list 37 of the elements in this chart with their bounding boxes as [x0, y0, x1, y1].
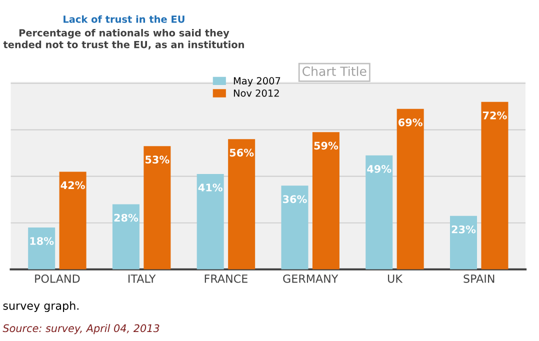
- legend-label: May 2007: [234, 77, 280, 86]
- x-tick-label: SPAIN: [464, 274, 494, 283]
- bar: [396, 108, 424, 270]
- bar: [281, 186, 308, 270]
- source-note: Source: survey, April 04, 2013: [2, 324, 160, 334]
- x-tick-label: GERMANY: [283, 274, 338, 283]
- x-tick-label: ITALY: [128, 274, 156, 283]
- data-label: 53%: [146, 156, 170, 164]
- data-label: 28%: [114, 214, 138, 222]
- bar: [481, 102, 508, 270]
- text: Chart Title: [302, 66, 366, 76]
- bar: [366, 155, 393, 270]
- legend-label: Nov 2012: [234, 89, 279, 97]
- bar: [228, 139, 256, 270]
- x-tick-label: UK: [388, 274, 403, 283]
- data-label: 56%: [230, 148, 254, 157]
- bar: [450, 216, 478, 270]
- data-label: 42%: [60, 181, 85, 190]
- bar: [196, 174, 224, 270]
- data-label: 41%: [198, 184, 222, 192]
- data-label: 23%: [452, 225, 476, 234]
- data-label: 18%: [30, 237, 54, 245]
- data-label: 72%: [482, 111, 507, 120]
- bar: [28, 228, 56, 270]
- chart-subtitle: Percentage of nationals who said they tended not to trust the EU, as an institution: [3, 28, 244, 50]
- bar: [112, 204, 140, 270]
- x-tick-label: FRANCE: [204, 274, 248, 283]
- data-label: 36%: [282, 195, 307, 204]
- bar: [144, 146, 171, 270]
- data-label: 69%: [398, 118, 422, 126]
- data-label: 49%: [367, 164, 392, 173]
- text: survey graph.: [3, 301, 78, 312]
- chart-title: Lack of trust in the EU: [64, 15, 184, 23]
- x-tick-label: POLAND: [35, 274, 80, 283]
- bar: [312, 132, 340, 270]
- bar: [59, 172, 86, 270]
- data-label: 59%: [314, 142, 338, 150]
